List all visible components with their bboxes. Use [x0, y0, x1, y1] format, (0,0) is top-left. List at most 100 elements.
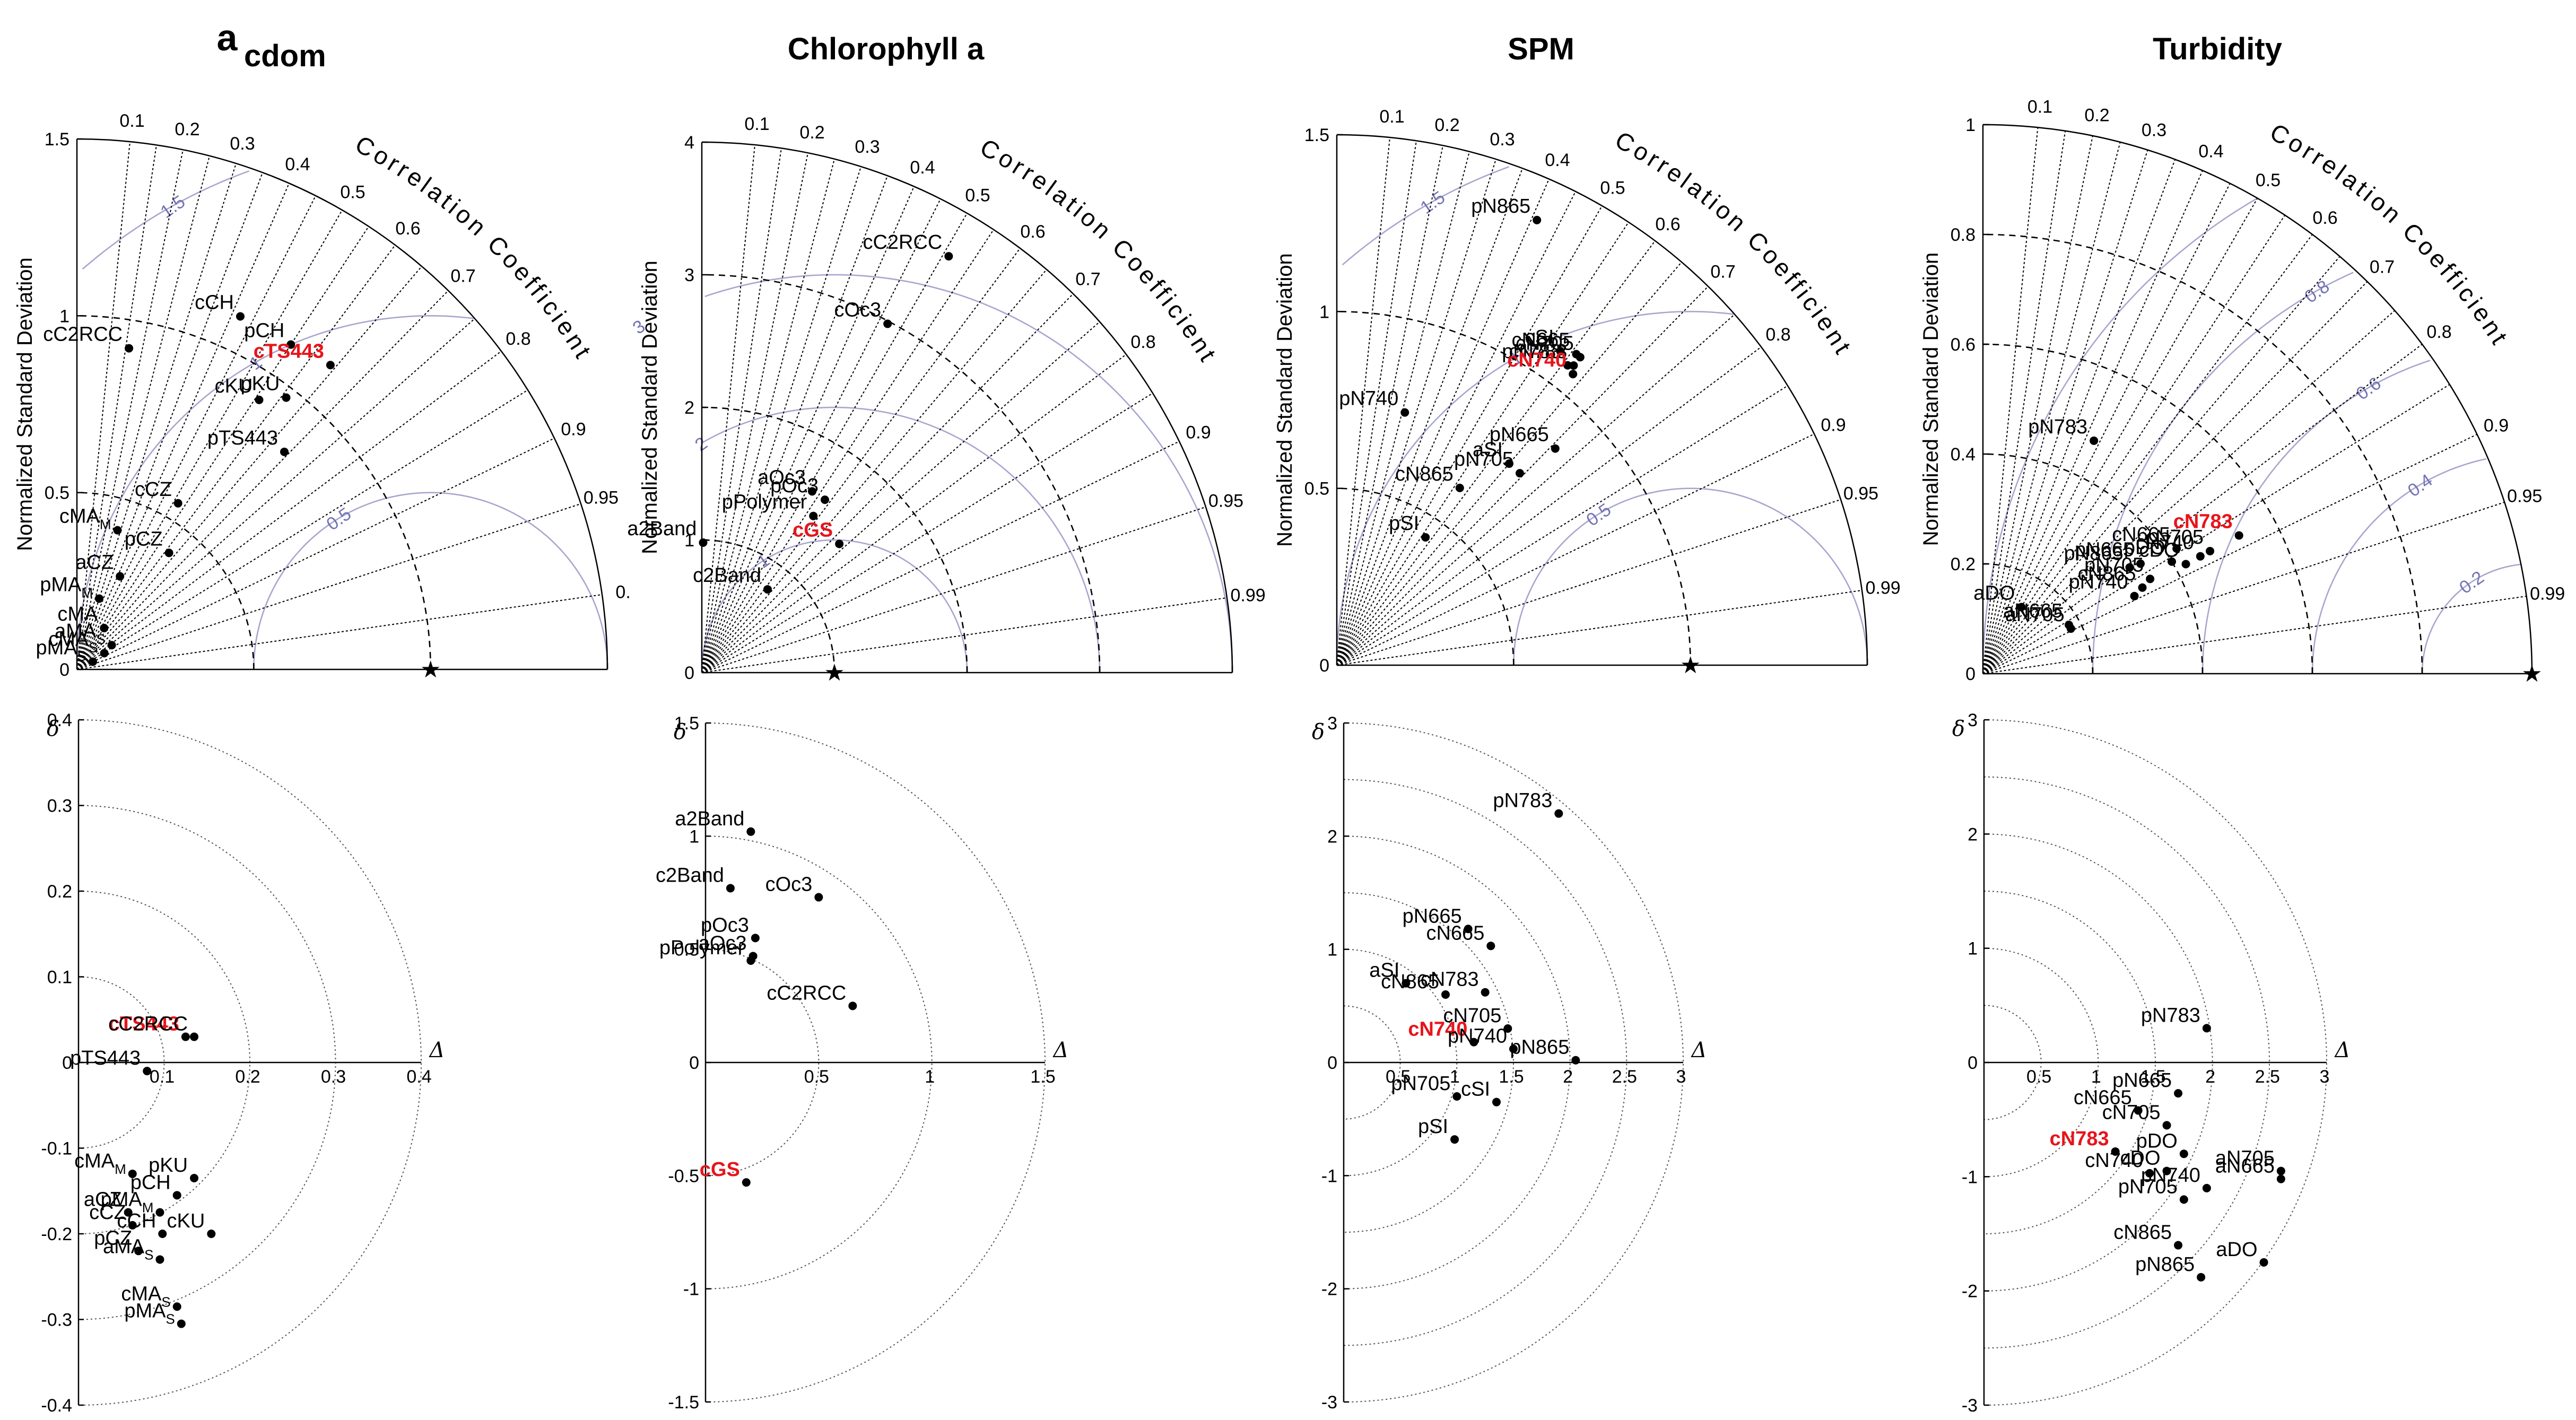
corr-tick-label: 0.1 [1379, 107, 1404, 127]
corr-tick-label: 0.9 [1821, 415, 1846, 435]
corr-spoke-minor [1336, 222, 1629, 666]
bias-point [751, 934, 760, 943]
corr-spoke [76, 150, 184, 670]
taylor-point-label: aN665 [2003, 600, 2062, 622]
taylor-point [835, 539, 844, 548]
y-tick-label: 0.4 [1951, 445, 1975, 465]
taylor-point [763, 585, 772, 594]
bias-point [1450, 1135, 1459, 1144]
std-arc [76, 492, 255, 670]
taylor-point-label: cCZ [135, 478, 172, 501]
taylor-point [286, 340, 295, 349]
taylor-point [89, 657, 97, 666]
y-tick-label: 0.5 [1304, 479, 1329, 499]
bias-point-label: cN865 [2113, 1222, 2172, 1244]
std-arc [1336, 311, 1691, 666]
rms-label: 1.5 [1417, 187, 1449, 218]
corr-spoke [701, 153, 808, 673]
corr-spoke-minor [76, 145, 157, 670]
bias-y-tick-label: 1 [689, 826, 699, 847]
bias-point [746, 827, 755, 836]
corr-spoke [701, 166, 861, 673]
rms-arc [2421, 563, 2521, 674]
corr-tick-label: 0.1 [119, 111, 144, 131]
y-tick-label: 3 [684, 265, 694, 285]
y-tick-label: 1.5 [1304, 125, 1329, 145]
corr-spoke [701, 144, 755, 673]
rms-arc [701, 539, 968, 673]
taylor-point-label: cKU [215, 375, 253, 397]
bias-point-label: cN740 [2085, 1149, 2143, 1172]
taylor-point-label: cN665 [2112, 524, 2170, 546]
bias-point-label: aN665 [2215, 1155, 2275, 1178]
taylor-point [2206, 546, 2215, 555]
bias-y-tick-label: -1.5 [668, 1392, 699, 1413]
taylor-point [1563, 361, 1572, 370]
y-tick-label: 2 [684, 398, 694, 418]
bias-y-tick-label: 1 [1327, 940, 1337, 960]
taylor-point-label: aMAS [55, 620, 105, 647]
reference-star: ★ [824, 659, 845, 686]
corr-tick-label: 0.4 [910, 158, 935, 178]
y-tick-label: 0.8 [1951, 225, 1975, 245]
corr-spoke-minor [701, 321, 1100, 673]
taylor-point [1516, 469, 1524, 478]
corr-tick-label: 0.8 [2426, 322, 2451, 342]
bias-y-tick-label: 0 [1327, 1053, 1337, 1073]
taylor-point-label: cN865 [1395, 463, 1454, 485]
taylor-point-label: pTS443 [207, 427, 278, 449]
taylor-point-label: cDO [2139, 539, 2180, 562]
taylor-point-label: pSI [1389, 512, 1419, 535]
corr-spoke-minor [701, 393, 1153, 673]
taylor-point-label: cN783 [1509, 341, 1568, 363]
panel-title-sub: cdom [244, 39, 326, 73]
taylor-point [1551, 444, 1560, 453]
bias-point [2179, 1195, 2188, 1204]
corr-spoke [1336, 499, 1841, 666]
corr-label-path [353, 150, 623, 449]
bias-point-label: c2Band [656, 864, 724, 886]
taylor-point [1569, 370, 1578, 379]
y-tick-label: 1 [1319, 302, 1329, 322]
bias-x-tick-label: 3 [2320, 1067, 2330, 1087]
taylor-point-label: pMAS [36, 637, 86, 664]
taylor-point-label: cC2RCC [863, 231, 942, 254]
corr-tick-label: 0.1 [744, 114, 769, 134]
bias-y-tick-label: 3 [1968, 710, 1978, 730]
small-delta-label: δ [47, 717, 59, 741]
bias-y-tick-label: -0.5 [668, 1166, 699, 1186]
corr-tick-label: 0.4 [285, 154, 310, 175]
taylor-point [883, 319, 892, 328]
bias-point [2162, 1166, 2171, 1175]
taylor-point-label: aDO [1973, 582, 2015, 605]
bias-point [172, 1302, 181, 1311]
bias-point [1503, 1024, 1512, 1033]
bias-point [181, 1032, 190, 1041]
corr-tick-label: 0.7 [2370, 257, 2395, 277]
taylor-point-label: cSI [1525, 326, 1554, 349]
bias-ring [1983, 719, 2327, 1406]
corr-spoke [76, 351, 502, 670]
taylor-point [116, 572, 125, 581]
rms-label: 0.5 [323, 504, 355, 535]
bias-point-label: cCH [117, 1210, 156, 1232]
bias-point-label: cN665 [1426, 922, 1484, 944]
bias-point-label: pCH [130, 1171, 171, 1194]
small-delta-label: δ [674, 720, 686, 744]
taylor-point-label: aSI [1473, 439, 1503, 461]
taylor-point-label: cN705 [1516, 332, 1574, 354]
bias-point [134, 1247, 143, 1256]
corr-tick-label: 0.95 [1843, 483, 1878, 503]
corr-tick-label: 0.8 [506, 329, 530, 349]
corr-tick-label: 0. [615, 582, 630, 602]
corr-spoke-minor [76, 155, 210, 670]
y-axis-label: Normalized Standard Deviation [638, 260, 662, 554]
corr-tick-label: 0.5 [340, 182, 365, 202]
bias-point-label: pN740 [1448, 1025, 1507, 1047]
bias-y-tick-label: -1 [683, 1279, 699, 1300]
bias-point-label: cMAM [74, 1150, 126, 1177]
rms-label: 0.6 [2353, 373, 2385, 404]
rms-arc [1342, 166, 1510, 266]
